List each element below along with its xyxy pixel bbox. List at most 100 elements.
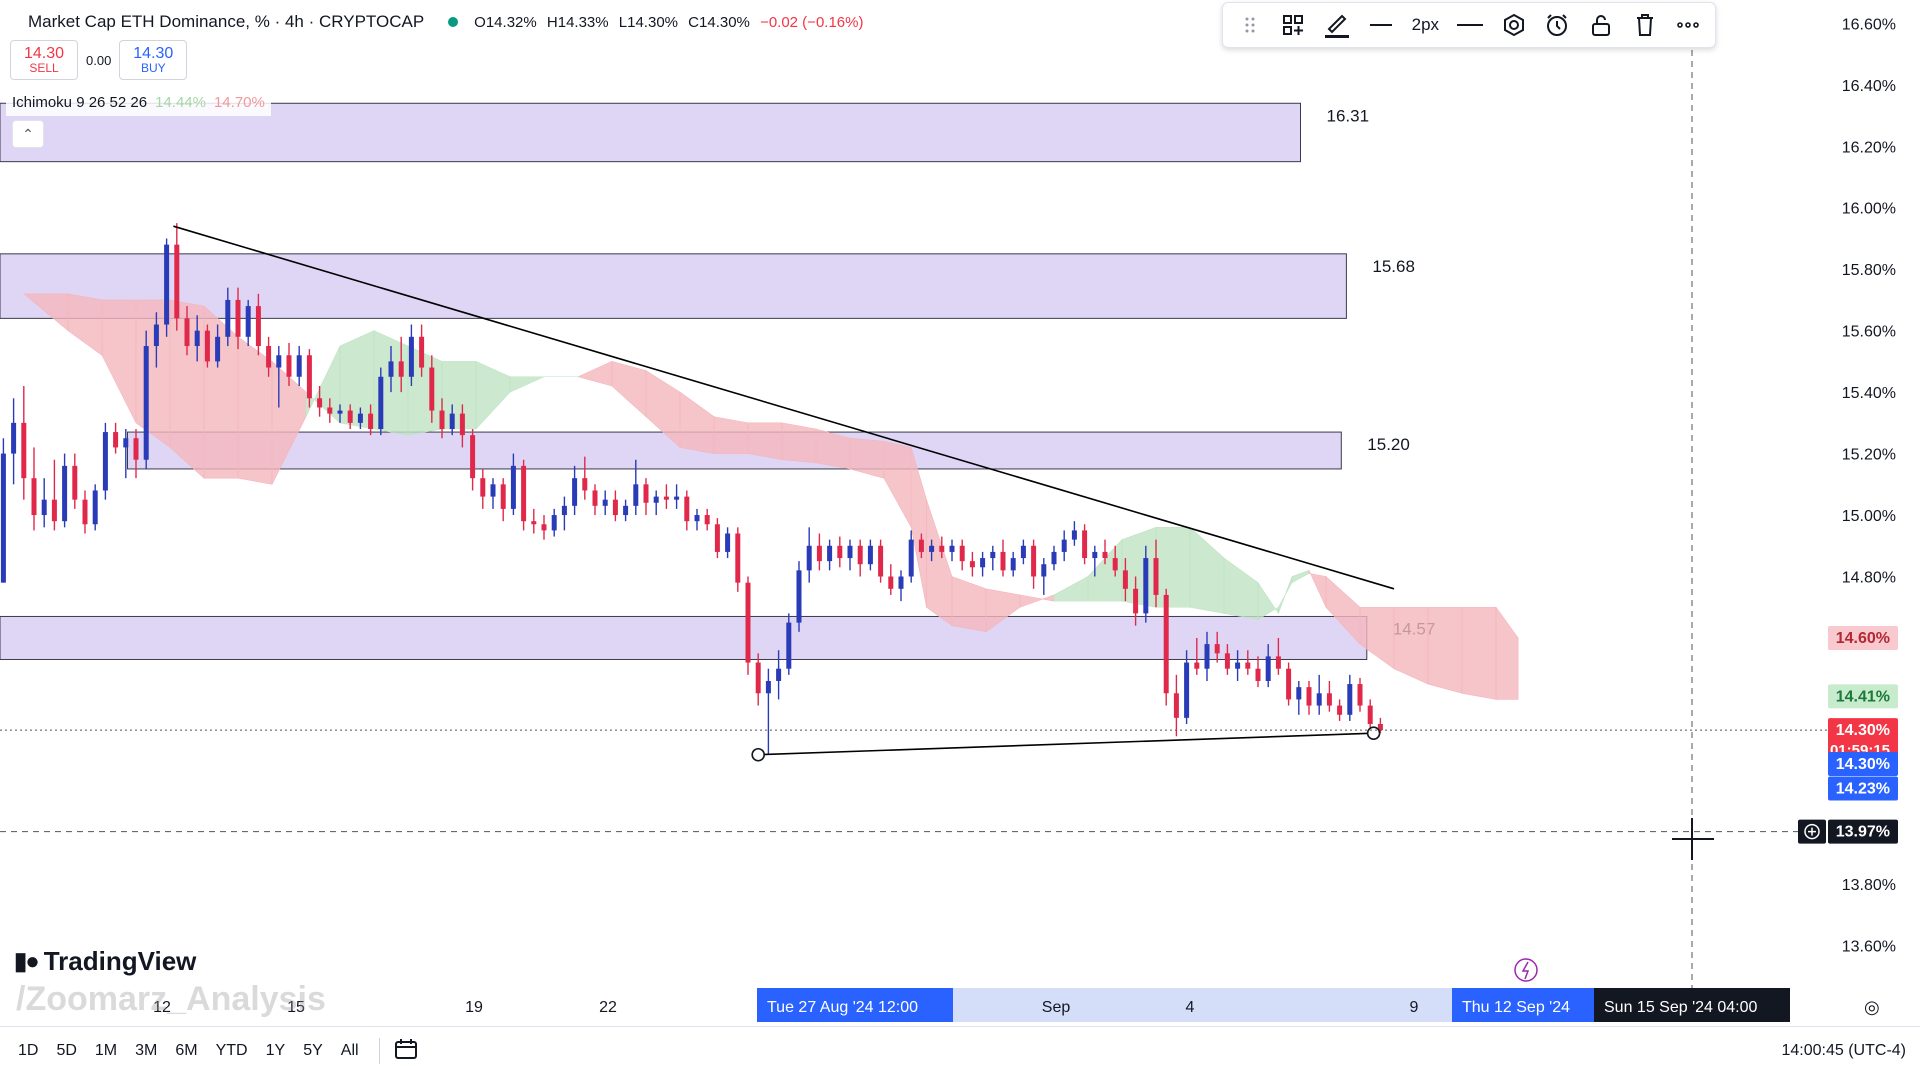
- candle-body: [541, 524, 547, 531]
- range-ytd[interactable]: YTD: [215, 1042, 248, 1059]
- candle-body: [1357, 684, 1363, 706]
- y-tick-label: 14.80%: [1842, 570, 1896, 587]
- candle-body: [1071, 530, 1077, 540]
- candle-body: [215, 336, 221, 362]
- candle-body: [1051, 551, 1057, 565]
- axis-settings-icon[interactable]: ◎: [1864, 997, 1880, 1017]
- x-range-label-text: Sun 15 Sep '24 04:00: [1604, 999, 1758, 1016]
- candle-body: [612, 499, 618, 516]
- buy-button[interactable]: 14.30 BUY: [119, 40, 188, 80]
- candle-body: [449, 413, 455, 430]
- x-tick-label: 12: [153, 999, 171, 1016]
- more-icon[interactable]: [1671, 8, 1705, 42]
- x-tick-label: 22: [599, 999, 617, 1016]
- cloud-segment: [67, 293, 103, 356]
- candle-body: [62, 465, 68, 522]
- cloud-segment: [1291, 569, 1310, 584]
- collapse-legend-button[interactable]: ⌃: [12, 120, 44, 148]
- range-5d[interactable]: 5D: [56, 1042, 77, 1059]
- cloud-segment: [1278, 576, 1293, 614]
- symbol-title[interactable]: Market Cap ETH Dominance, % · 4h · CRYPT…: [28, 12, 425, 31]
- clock-display[interactable]: 14:00:45 (UTC-4): [1781, 1042, 1907, 1059]
- cloud-segment: [1257, 581, 1279, 621]
- price-label-box: [1828, 751, 1898, 776]
- x-tick-label: 19: [465, 999, 483, 1016]
- candle-body: [704, 515, 710, 525]
- y-tick-label: 16.60%: [1842, 16, 1896, 33]
- pencil-color-icon[interactable]: [1320, 8, 1354, 42]
- candle-body: [143, 346, 149, 460]
- price-label-box: [1828, 684, 1898, 709]
- drawing-toolbar: 2px: [1222, 2, 1716, 48]
- cloud-segment: [1427, 606, 1463, 694]
- indicator-legend[interactable]: Ichimoku 9 26 52 26 14.44% 14.70%: [6, 88, 271, 116]
- candle-body: [1204, 644, 1210, 669]
- candle-body: [929, 545, 935, 552]
- candle-body: [1010, 558, 1016, 571]
- alert-clock-icon[interactable]: [1540, 8, 1574, 42]
- candle-body: [500, 484, 506, 509]
- zone-label: 16.31: [1327, 106, 1370, 125]
- settings-icon[interactable]: [1497, 8, 1531, 42]
- cloud-segment: [713, 416, 749, 454]
- line-width-label[interactable]: 2px: [1411, 15, 1440, 34]
- cloud-segment: [1495, 606, 1519, 700]
- candle-body: [184, 318, 190, 347]
- line-style-icon[interactable]: [1453, 8, 1487, 42]
- lock-icon[interactable]: [1584, 8, 1618, 42]
- range-6m[interactable]: 6M: [175, 1042, 198, 1059]
- open-value: O14.32%: [474, 13, 537, 31]
- price-label-box: [1828, 819, 1898, 844]
- candle-body: [1184, 662, 1190, 718]
- chevron-up-icon: ⌃: [22, 126, 34, 142]
- bottom-toolbar: 1D 5D 1M 3M 6M YTD 1Y 5Y All 14:00:45 (U…: [0, 1026, 1920, 1075]
- range-1d[interactable]: 1D: [18, 1042, 39, 1059]
- candle-body: [694, 515, 700, 522]
- candle-body: [306, 355, 312, 399]
- candle-body: [969, 561, 975, 568]
- candle-body: [939, 545, 945, 552]
- cloud-segment: [1155, 527, 1191, 608]
- cloud-segment: [747, 422, 783, 461]
- cloud-segment: [101, 299, 137, 423]
- trash-icon[interactable]: [1628, 8, 1662, 42]
- range-1m[interactable]: 1M: [94, 1042, 118, 1059]
- candle-body: [1112, 558, 1118, 571]
- candle-body: [337, 410, 343, 414]
- calendar-icon[interactable]: [394, 1038, 418, 1065]
- price-label-text: 14.30%: [1836, 756, 1890, 773]
- candle-body: [378, 376, 384, 430]
- resistance-trendline: [173, 225, 1395, 590]
- event-marker-icon: [1514, 958, 1538, 982]
- cloud-segment: [1223, 557, 1259, 620]
- cloud-segment: [781, 422, 817, 464]
- range-1y[interactable]: 1Y: [265, 1042, 286, 1059]
- templates-icon[interactable]: [1277, 8, 1311, 42]
- candle-body: [164, 244, 170, 325]
- candle-body: [72, 465, 78, 500]
- line-width-icon[interactable]: [1364, 8, 1398, 42]
- y-tick-label: 16.00%: [1842, 201, 1896, 218]
- candle-body: [419, 336, 425, 368]
- candle-body: [878, 545, 884, 577]
- range-all[interactable]: All: [340, 1042, 359, 1059]
- candle-body: [204, 330, 210, 362]
- candle-body: [765, 680, 771, 694]
- candle-body: [317, 398, 323, 408]
- range-5y[interactable]: 5Y: [303, 1042, 323, 1059]
- change-value: −0.02 (−0.16%): [760, 13, 864, 31]
- candle-body: [602, 499, 608, 506]
- candle-body: [123, 438, 129, 448]
- candle-body: [786, 622, 792, 669]
- y-tick-label: 13.80%: [1842, 877, 1896, 894]
- range-3m[interactable]: 3M: [135, 1042, 158, 1059]
- candle-body: [1194, 662, 1200, 669]
- candle-body: [633, 484, 639, 506]
- drag-handle-icon[interactable]: [1233, 8, 1267, 42]
- buy-label: BUY: [140, 61, 166, 76]
- zone-label: 15.68: [1372, 257, 1415, 276]
- candle-body: [623, 505, 629, 516]
- sell-button[interactable]: 14.30 SELL: [10, 40, 78, 80]
- lightning-icon: [1521, 961, 1530, 980]
